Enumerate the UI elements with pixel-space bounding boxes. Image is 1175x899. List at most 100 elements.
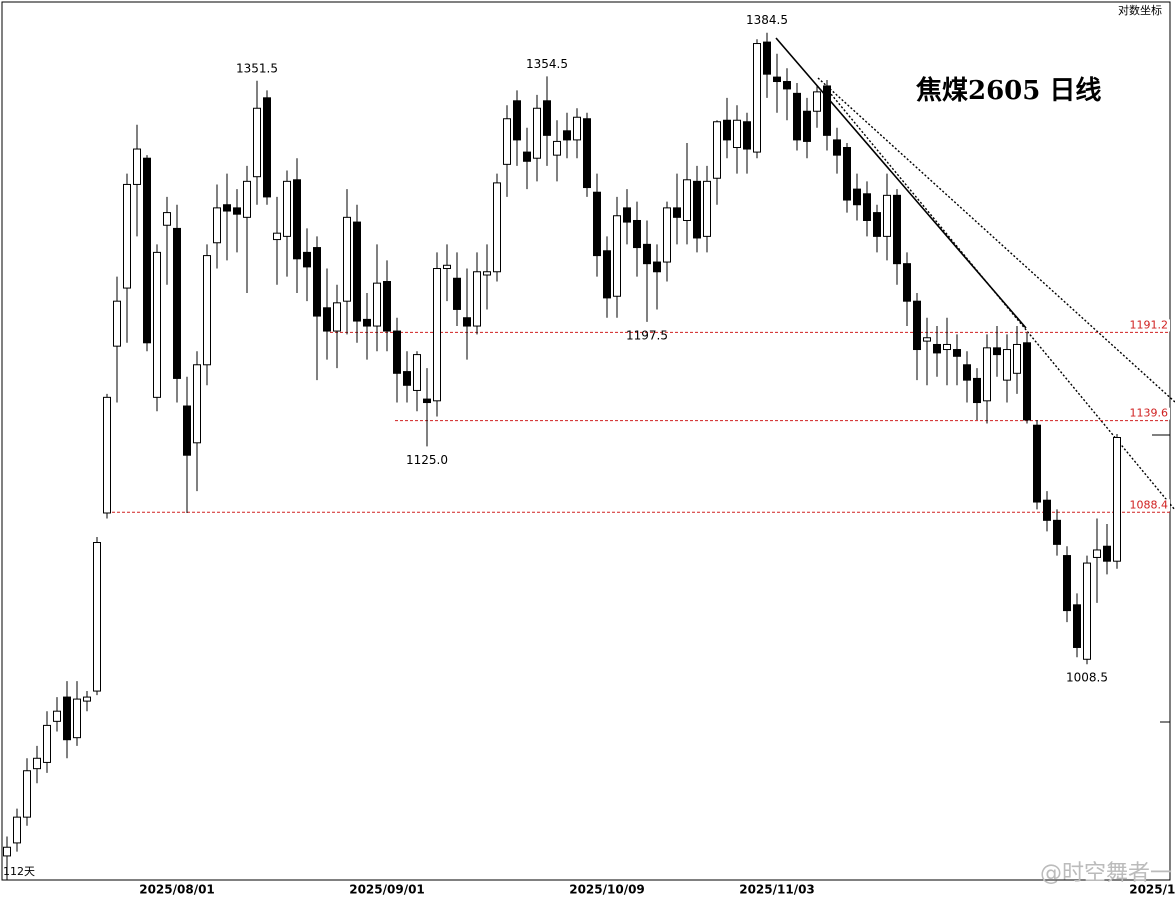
- candle-down: [863, 193, 871, 221]
- watermark: @时空舞者一: [1040, 861, 1172, 886]
- candle-down: [263, 97, 271, 198]
- trend-line-dotted: [825, 87, 1175, 511]
- candle-down: [673, 207, 681, 218]
- candle-down: [903, 263, 911, 302]
- candle-up: [33, 757, 41, 770]
- candle-up: [413, 354, 421, 391]
- candle-down: [513, 100, 521, 141]
- candle-up: [753, 43, 761, 153]
- candle-down: [543, 100, 551, 136]
- candle-up: [553, 140, 561, 156]
- candle-down: [363, 318, 371, 327]
- candle-up: [493, 182, 501, 273]
- candle-down: [173, 227, 181, 379]
- candle-up: [373, 282, 381, 327]
- candle-down: [1043, 499, 1051, 521]
- candle-down: [643, 243, 651, 265]
- candle-up: [433, 268, 441, 402]
- candle-down: [723, 119, 731, 141]
- candle-down: [1053, 519, 1061, 545]
- candle-down: [803, 110, 811, 142]
- candle-down: [1103, 545, 1111, 562]
- plot-frame: [1, 1, 1171, 881]
- candle-down: [233, 207, 241, 215]
- candle-down: [323, 307, 331, 332]
- candle-up: [273, 232, 281, 241]
- candle-up: [703, 180, 711, 237]
- candle-down: [743, 121, 751, 150]
- chart-title: 焦煤2605 日线: [916, 75, 1101, 106]
- candle-up: [473, 271, 481, 327]
- candle-down: [853, 188, 861, 206]
- candle-down: [293, 179, 301, 260]
- candle-down: [523, 151, 531, 162]
- candle-down: [633, 219, 641, 249]
- candle-down: [143, 157, 151, 344]
- candle-up: [73, 698, 81, 739]
- candle-down: [693, 180, 701, 239]
- candle-up: [1013, 343, 1021, 374]
- scale-label: 对数坐标: [1118, 3, 1162, 17]
- candle-down: [873, 212, 881, 237]
- candle-down: [893, 194, 901, 265]
- candle-up: [93, 542, 101, 692]
- candle-down: [603, 250, 611, 299]
- candle-down: [953, 349, 961, 357]
- candle-up: [193, 364, 201, 444]
- candle-up: [613, 215, 621, 297]
- candle-down: [933, 343, 941, 354]
- price-annotation: 1008.5: [1066, 671, 1108, 685]
- level-label-bg: [1128, 407, 1170, 420]
- candle-down: [843, 147, 851, 201]
- candle-down: [623, 207, 631, 223]
- price-annotation: 1197.5: [626, 328, 668, 342]
- candle-up: [943, 343, 951, 351]
- candle-down: [563, 130, 571, 141]
- candle-down: [1063, 555, 1071, 612]
- candle-down: [963, 364, 971, 381]
- candle-up: [573, 116, 581, 141]
- x-tick-label: 2025/11/03: [739, 883, 815, 897]
- candle-down: [393, 330, 401, 374]
- candle-up: [113, 300, 121, 347]
- candle-down: [763, 41, 771, 75]
- candle-down: [1023, 342, 1031, 421]
- candle-down: [63, 696, 71, 741]
- level-label-bg: [1128, 319, 1170, 332]
- candle-up: [713, 121, 721, 179]
- candle-up: [83, 696, 91, 702]
- candle-up: [1083, 562, 1091, 660]
- candle-up: [1003, 349, 1011, 381]
- candle-up: [923, 337, 931, 342]
- candle-up: [1093, 549, 1101, 558]
- candle-up: [533, 107, 541, 159]
- candle-down: [1033, 424, 1041, 503]
- candle-down: [1073, 604, 1081, 648]
- candle-down: [773, 76, 781, 83]
- candle-down: [423, 398, 431, 404]
- candle-up: [43, 724, 51, 763]
- candle-up: [53, 710, 61, 722]
- candle-up: [483, 271, 491, 276]
- candle-up: [13, 816, 21, 844]
- candle-up: [243, 180, 251, 218]
- candle-up: [163, 212, 171, 226]
- candle-down: [303, 251, 311, 268]
- candle-down: [383, 281, 391, 332]
- candle-up: [283, 180, 291, 237]
- candle-down: [823, 85, 831, 136]
- candle-down: [403, 371, 411, 386]
- trend-line-dotted: [817, 77, 1175, 403]
- level-label: 1088.4: [1130, 498, 1169, 511]
- candle-down: [653, 261, 661, 273]
- candle-up: [503, 118, 511, 165]
- candle-down: [313, 247, 321, 317]
- candle-up: [153, 251, 161, 398]
- price-annotation: 1351.5: [236, 61, 278, 75]
- candle-up: [103, 396, 111, 514]
- level-label: 1139.6: [1130, 407, 1169, 420]
- period-label: 112天: [3, 865, 35, 878]
- candle-down: [453, 277, 461, 310]
- candle-up: [253, 107, 261, 178]
